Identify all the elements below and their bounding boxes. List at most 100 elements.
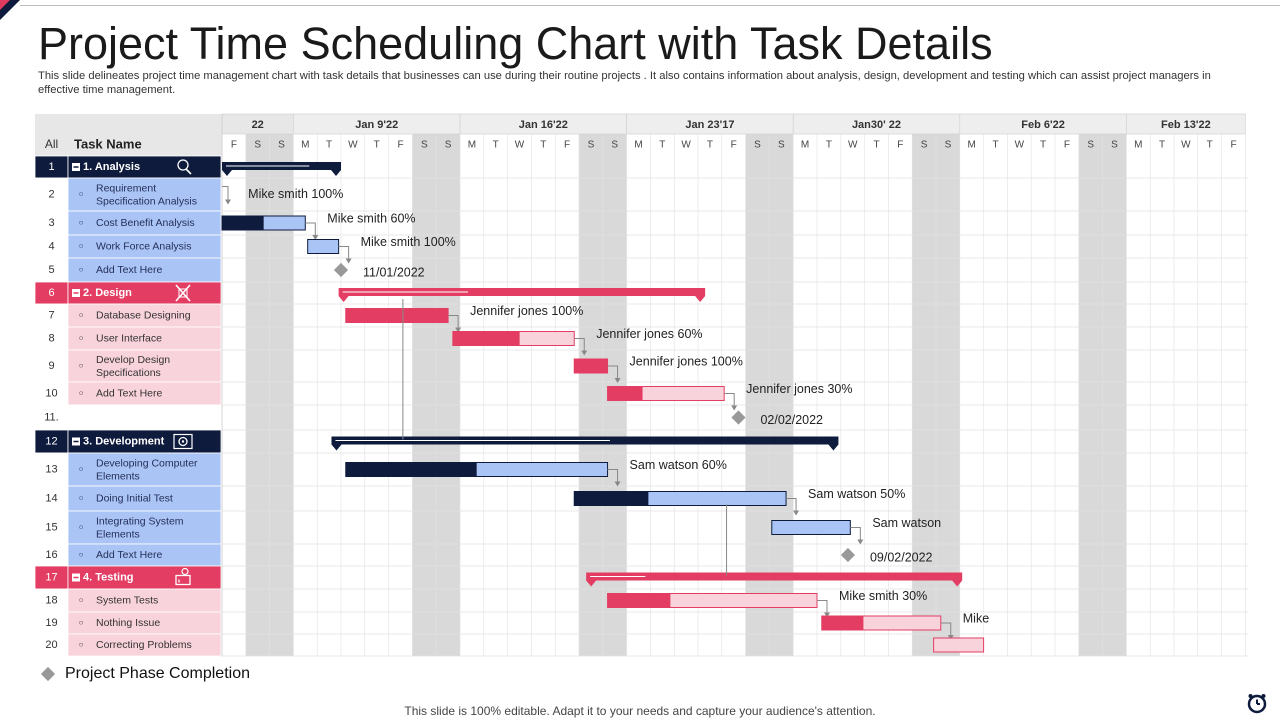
row-number-cell — [34, 510, 69, 545]
day-label: S — [778, 140, 785, 151]
phase-name: 1. Analysis — [83, 161, 140, 173]
weekend-column — [412, 114, 437, 656]
dependency-connector — [222, 186, 229, 201]
weekend-column — [245, 114, 270, 656]
dependency-arrow — [824, 612, 830, 618]
row-name-cell — [67, 257, 222, 283]
row-number: 1 — [48, 161, 54, 173]
dependency-connector — [574, 338, 585, 353]
row-name-cell — [67, 177, 222, 212]
day-label: T — [659, 140, 665, 151]
bullet-icon: ○ — [79, 242, 84, 251]
phase-start-cap — [586, 580, 597, 587]
week-label: Jan 16'22 — [519, 119, 568, 131]
task-name: Nothing Issue — [96, 617, 160, 629]
milestone-date-label: 02/02/2022 — [760, 413, 823, 427]
phase-start-cap — [331, 444, 342, 451]
week-label: Jan30' 22 — [852, 119, 901, 131]
task-progress-fill — [574, 491, 649, 506]
task-bar — [307, 239, 340, 254]
task-progress-fill — [821, 616, 864, 630]
task-progress-fill — [574, 359, 608, 373]
task-owner-label: Mike — [963, 611, 989, 625]
dependency-arrow — [614, 378, 621, 383]
day-label: T — [992, 140, 998, 151]
clock-icon — [1247, 694, 1267, 714]
row-number-cell — [34, 210, 69, 236]
row-name-cell — [67, 404, 222, 431]
day-label: T — [1207, 140, 1213, 151]
dependency-connector — [817, 600, 828, 615]
weekend-column — [1078, 114, 1103, 656]
task-owner-label: Mike smith 100% — [248, 187, 343, 201]
day-label: S — [754, 140, 761, 151]
day-label: F — [731, 140, 737, 151]
weekend-column — [912, 114, 936, 656]
row-number: 4 — [48, 240, 54, 252]
weekend-column — [745, 114, 770, 656]
bullet-icon: ○ — [79, 465, 84, 474]
task-owner-label: Jennifer jones 100% — [630, 354, 743, 368]
bullet-icon: ○ — [79, 596, 84, 605]
dependency-connector — [305, 222, 316, 237]
week-header-cell — [1126, 113, 1246, 135]
bullet-icon: ○ — [79, 265, 84, 274]
task-owner-label: Sam watson 50% — [808, 487, 905, 501]
phase-name: 2. Design — [83, 287, 132, 299]
day-label: T — [326, 140, 332, 151]
task-owner-label: Sam watson — [872, 516, 941, 530]
day-label: W — [515, 140, 525, 151]
row-number: 2 — [48, 188, 54, 200]
row-number: 6 — [48, 287, 54, 299]
task-name: Developing Computer Elements — [96, 457, 198, 482]
day-label: S — [945, 140, 952, 151]
day-label: S — [1087, 140, 1094, 151]
row-number: 7 — [48, 309, 54, 321]
day-label: W — [681, 140, 691, 151]
phase-start-cap — [222, 170, 232, 176]
row-number: 3 — [48, 217, 54, 229]
weekend-column — [579, 114, 603, 656]
day-label: F — [1064, 140, 1070, 151]
dependency-arrow — [455, 327, 462, 333]
day-label: T — [1040, 140, 1046, 151]
all-header: All — [45, 137, 58, 151]
dependency-arrow — [345, 258, 352, 264]
weekend-column — [936, 114, 960, 656]
week-label: Feb 13'22 — [1161, 119, 1211, 131]
dependency-connector — [786, 498, 797, 513]
phase-summary-bar — [338, 288, 706, 296]
weekend-column — [436, 114, 460, 656]
task-owner-label: Sam watson 60% — [630, 458, 727, 472]
day-label: S — [921, 140, 928, 151]
legend-label: Project Phase Completion — [65, 665, 250, 682]
day-label: M — [801, 140, 809, 151]
row-number: 9 — [48, 360, 54, 372]
row-name-cell — [67, 633, 222, 657]
day-label: S — [611, 140, 618, 151]
dependency-connector — [850, 527, 861, 542]
day-label: S — [445, 140, 452, 151]
day-label: W — [1015, 140, 1025, 151]
phase-end-cap — [695, 296, 706, 302]
analysis-icon — [177, 159, 192, 175]
phase-end-cap — [952, 580, 963, 587]
day-label: T — [540, 140, 546, 151]
dependency-connector — [940, 622, 952, 637]
day-label: T — [374, 140, 380, 151]
dependency-arrow — [731, 405, 738, 411]
bullet-icon: ○ — [79, 618, 84, 627]
task-progress-fill — [222, 216, 264, 230]
row-number-cell — [34, 485, 69, 512]
task-name: Work Force Analysis — [96, 240, 192, 252]
task-name: Doing Initial Test — [96, 492, 173, 504]
phase-end-cap — [331, 170, 341, 176]
week-label: Feb 6'22 — [1021, 119, 1065, 131]
day-label: M — [968, 140, 976, 151]
bullet-icon: ○ — [79, 334, 84, 343]
row-number: 20 — [45, 639, 57, 651]
task-bar — [771, 520, 851, 535]
task-owner-label: Jennifer jones 30% — [746, 382, 852, 396]
day-label: F — [231, 140, 237, 151]
task-progress-fill — [452, 331, 520, 346]
